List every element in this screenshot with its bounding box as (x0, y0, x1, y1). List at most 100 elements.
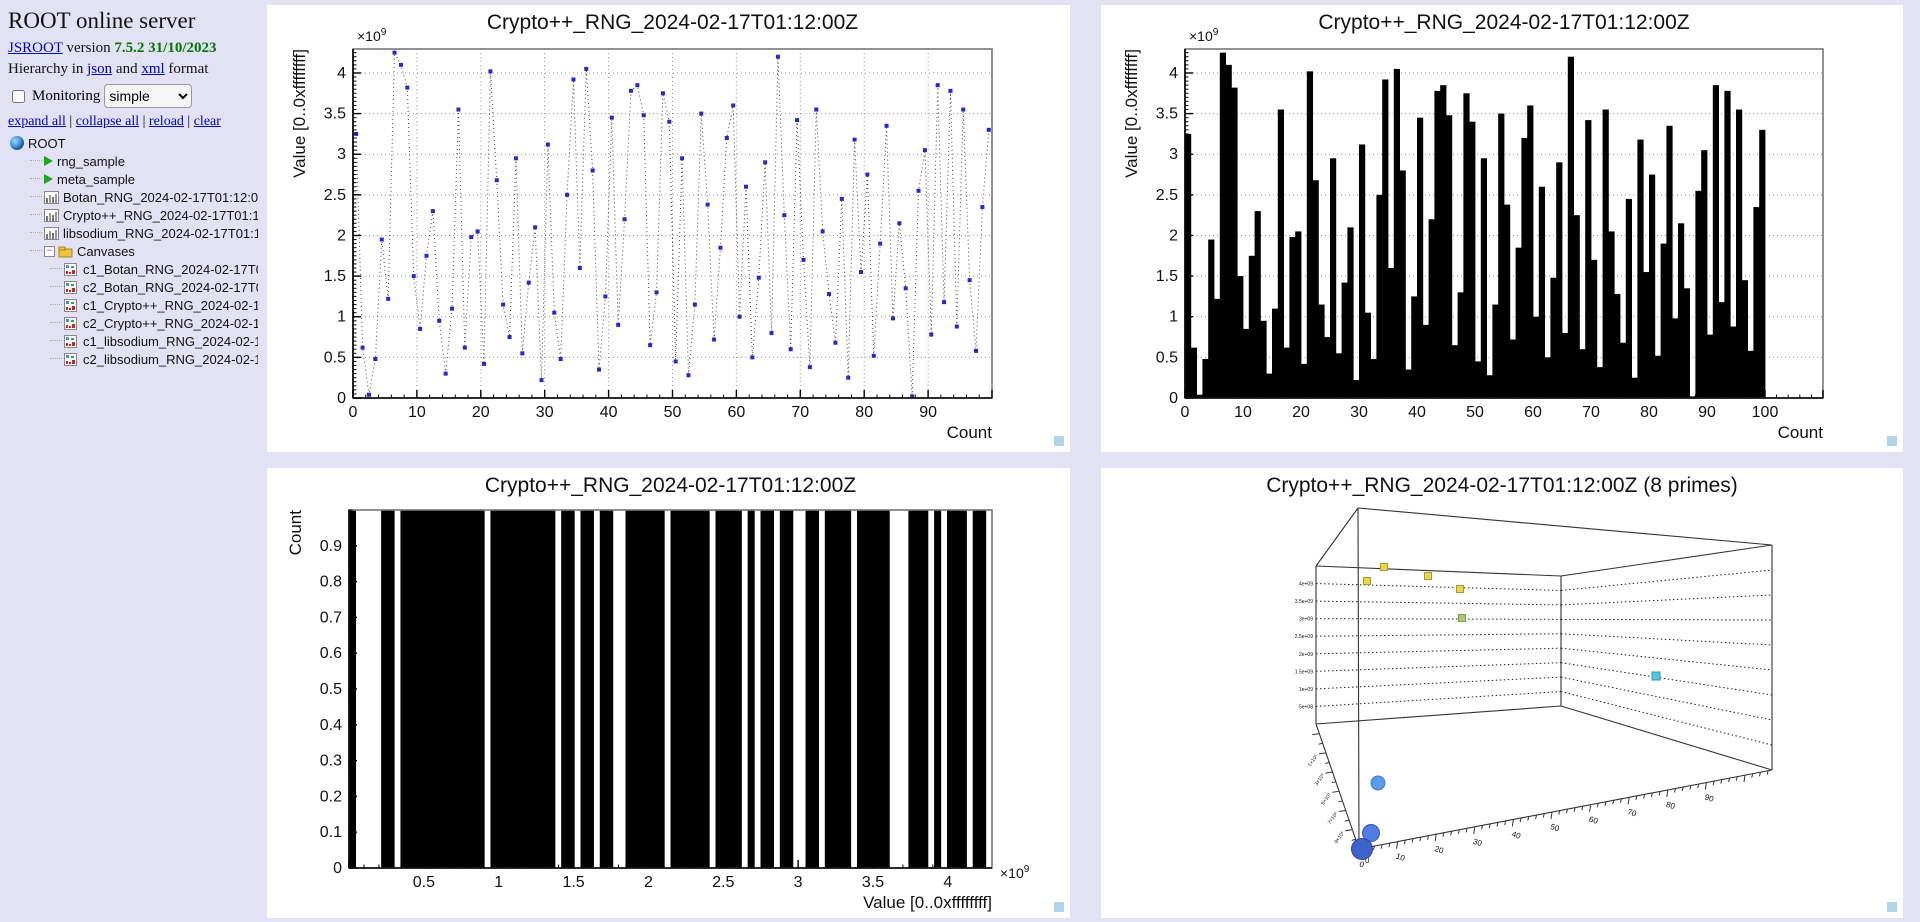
x-axis-tick-label: 70 (1626, 807, 1638, 818)
y-tick-label: 2.5 (1156, 187, 1178, 204)
axis-exponent: ×109 (1000, 864, 1030, 881)
tree-item-meta-sample[interactable]: meta_sample (8, 170, 258, 188)
tree-guide-line (30, 232, 42, 234)
tree-item-libsodium-rng-2024-02-17t01-12-00z[interactable]: libsodium_RNG_2024-02-17T01:12:00Z (8, 224, 258, 242)
y-tick-label: 3.5 (1156, 106, 1178, 123)
resize-handle[interactable] (1054, 902, 1064, 912)
tree-guide-line (30, 178, 42, 180)
canvas-icon (64, 334, 77, 348)
tree-item-c1-crypto-rng-2024-02-17t01-12-00z[interactable]: c1_Crypto++_RNG_2024-02-17T01:12:00Z (8, 296, 258, 314)
x-tick-label: 20 (472, 404, 490, 421)
tree-item-crypto-rng-2024-02-17t01-12-00z[interactable]: Crypto++_RNG_2024-02-17T01:12:00Z (8, 206, 258, 224)
data-point-marker (1362, 824, 1380, 842)
hierarchy-line: Hierarchy in json and xml format (8, 61, 258, 78)
hierarchy-suffix: format (164, 61, 209, 77)
y-tick-label: 0 (337, 390, 346, 407)
tree-item-root[interactable]: ROOT (8, 134, 258, 152)
tree-item-c2-libsodium-rng-2024-02-17t01-12-00z[interactable]: c2_libsodium_RNG_2024-02-17T01:12:00Z (8, 350, 258, 368)
x-tick-label: 50 (664, 404, 682, 421)
tree-guide-line (50, 340, 62, 342)
tree-item-label: c1_libsodium_RNG_2024-02-17T01:12:00Z (83, 333, 258, 349)
x-tick-label: 60 (1524, 404, 1542, 421)
globe-icon (10, 136, 24, 150)
tree-item-c2-botan-rng-2024-02-17t01-12-00z[interactable]: c2_Botan_RNG_2024-02-17T01:12:00Z (8, 278, 258, 296)
y-axis-tick-label: 5×10⁸ (1320, 792, 1333, 806)
tree-item-c1-botan-rng-2024-02-17t01-12-00z[interactable]: c1_Botan_RNG_2024-02-17T01:12:00Z (8, 260, 258, 278)
tree-item-label: Canvases (77, 243, 135, 259)
clear-link[interactable]: clear (193, 114, 221, 129)
x-tick-label: 50 (1466, 404, 1484, 421)
x-tick-label: 10 (1234, 404, 1252, 421)
canvas-panel-bars: Crypto++_RNG_2024-02-17T01:12:00Z 0 0.5 1 1… (1101, 5, 1903, 452)
x-tick-label: 3 (794, 874, 803, 891)
tree-item-botan-rng-2024-02-17t01-12-00z[interactable]: Botan_RNG_2024-02-17T01:12:00Z (8, 188, 258, 206)
x-axis-title: Count (947, 423, 993, 442)
link-sep: | (139, 114, 149, 129)
json-link[interactable]: json (87, 61, 113, 77)
x-axis-tick-label: 0 (1358, 860, 1366, 870)
tree-item-label: c1_Crypto++_RNG_2024-02-17T01:12:00Z (83, 297, 258, 313)
data-point-marker (1651, 671, 1661, 681)
folder-icon (58, 246, 73, 257)
tree-item-label: ROOT (28, 135, 66, 151)
jsroot-link[interactable]: JSROOT (8, 40, 63, 56)
x-tick-label: 70 (1582, 404, 1600, 421)
y-axis-tick-label: 7×10⁸ (1327, 811, 1340, 825)
collapse-minus-icon[interactable]: − (44, 245, 55, 257)
y-tick-label: 2.5 (324, 187, 346, 204)
x-tick-label: 0 (349, 404, 358, 421)
y-tick-label: 0.5 (324, 349, 346, 366)
plot-title: Crypto++_RNG_2024-02-17T01:12:00Z (1318, 11, 1690, 34)
tree-item-c1-libsodium-rng-2024-02-17t01-12-00z[interactable]: c1_libsodium_RNG_2024-02-17T01:12:00Z (8, 332, 258, 350)
tree-action-links: expand all | collapse all | reload | cle… (8, 114, 258, 130)
resize-handle[interactable] (1887, 436, 1897, 446)
version-line: JSROOT version 7.5.2 31/10/2023 (8, 40, 258, 57)
monitoring-checkbox[interactable] (12, 89, 25, 103)
y-tick-label: 0 (1169, 390, 1178, 407)
xml-link[interactable]: xml (141, 61, 165, 77)
plot-title: Crypto++_RNG_2024-02-17T01:12:00Z (486, 11, 859, 34)
y-axis-tick-label: 3×10⁸ (1314, 773, 1327, 787)
y-tick-label: 0 (333, 860, 342, 877)
x-tick-label: 30 (536, 404, 554, 421)
x-tick-label: 20 (1292, 404, 1310, 421)
tree-item-rng-sample[interactable]: rng_sample (8, 152, 258, 170)
y-tick-label: 4 (337, 65, 346, 82)
z-axis-tick-label: 2.5e+09 (1295, 634, 1313, 640)
resize-handle[interactable] (1887, 902, 1897, 912)
z-axis-tick-label: 5e+08 (1299, 704, 1313, 710)
expand-all-link[interactable]: expand all (8, 114, 66, 129)
resize-handle[interactable] (1054, 436, 1064, 446)
x-axis-tick-label: 90 (1704, 793, 1716, 804)
histogram-icon (44, 190, 59, 204)
tree-item-canvases[interactable]: − Canvases (8, 242, 258, 260)
histogram-icon (44, 226, 59, 240)
link-sep: | (65, 114, 76, 129)
y-tick-label: 1 (337, 309, 346, 326)
x-tick-label: 40 (600, 404, 618, 421)
tree-item-label: c2_Botan_RNG_2024-02-17T01:12:00Z (83, 279, 258, 295)
axis-exponent: ×109 (357, 27, 387, 44)
y-tick-label: 0.4 (320, 717, 342, 734)
reload-link[interactable]: reload (148, 114, 184, 129)
data-point-marker (1351, 838, 1373, 860)
y-tick-label: 0.5 (320, 681, 342, 698)
tree-item-label: Crypto++_RNG_2024-02-17T01:12:00Z (63, 207, 258, 223)
collapse-all-link[interactable]: collapse all (75, 114, 140, 129)
x-axis-tick-label: 10 (1395, 852, 1407, 863)
origin-label: 0 (1365, 856, 1370, 865)
y-tick-label: 0.1 (320, 824, 342, 841)
hierarchy-prefix: Hierarchy in (8, 61, 88, 77)
tree-guide-line (30, 250, 42, 252)
x-axis-tick-label: 30 (1472, 837, 1484, 848)
play-icon (44, 174, 53, 184)
x-tick-label: 40 (1408, 404, 1426, 421)
tree-item-label: Botan_RNG_2024-02-17T01:12:00Z (63, 189, 258, 205)
tree-item-label: libsodium_RNG_2024-02-17T01:12:00Z (63, 225, 258, 241)
x-tick-label: 80 (855, 404, 873, 421)
x-tick-label: 0.5 (413, 874, 435, 891)
y-axis-tick-label: 9×10⁸ (1333, 830, 1346, 844)
tree-item-c2-crypto-rng-2024-02-17t01-12-00z[interactable]: c2_Crypto++_RNG_2024-02-17T01:12:00Z (8, 314, 258, 332)
monitoring-mode-select[interactable]: simple (104, 84, 193, 108)
